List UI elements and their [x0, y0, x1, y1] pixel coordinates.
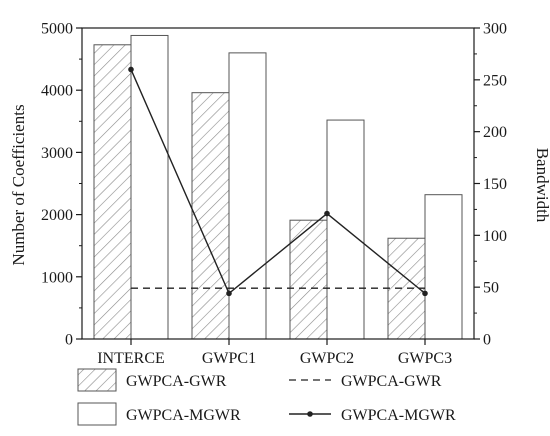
bar-gwpca-mgwr-gwpc1 [228, 52, 267, 340]
y2-tick-label-250: 250 [483, 72, 507, 89]
legend-label-gwpca-mgwr-line: GWPCA-MGWR [341, 407, 456, 424]
y-axis-title: Number of Coefficients [9, 104, 28, 265]
bar-gwpca-gwr-gwpc2 [289, 219, 328, 340]
bar-gwpca-gwr-interce [93, 44, 132, 340]
y2-tick-label-300: 300 [483, 21, 507, 38]
legend-swatch-gwpca-gwr-bar [77, 368, 117, 392]
bar-gwpca-mgwr-gwpc3 [424, 194, 463, 340]
y2-axis-title: Bandwidth [533, 148, 550, 223]
legend-marker-gwpca-mgwr [307, 411, 313, 417]
y-tick-label-0: 0 [65, 332, 73, 349]
y-tick-label-3000: 3000 [41, 145, 73, 162]
legend-label-gwpca-mgwr-bar: GWPCA-MGWR [126, 407, 241, 424]
point-gwpca-mgwr-interce [128, 66, 134, 73]
plot-area: 0 1000 2000 3000 4000 5000 0 50 100 150 200 250 300 I… [41, 21, 507, 368]
point-gwpca-mgwr-gwpc1 [226, 290, 232, 297]
point-gwpca-mgwr-gwpc2 [324, 210, 330, 217]
line-gwpca-mgwr-solid [130, 69, 426, 295]
y-tick-label-2000: 2000 [41, 207, 73, 224]
y2-tick-label-100: 100 [483, 228, 507, 245]
bar-gwpca-gwr-gwpc1 [191, 92, 230, 340]
y2-tick-label-0: 0 [483, 332, 491, 349]
y2-tick-label-50: 50 [483, 280, 499, 297]
x-tick-label-interce: INTERCE [97, 350, 165, 367]
y2-tick-label-150: 150 [483, 176, 507, 193]
y2-tick-label-200: 200 [483, 124, 507, 141]
x-tick-label-gwpc1: GWPC1 [202, 350, 256, 367]
y-tick-label-1000: 1000 [41, 269, 73, 286]
y-tick-label-5000: 5000 [41, 21, 73, 38]
x-tick-label-gwpc3: GWPC3 [398, 350, 452, 367]
x-tick-label-gwpc2: GWPC2 [300, 350, 354, 367]
legend-label-gwpca-gwr-bar: GWPCA-GWR [126, 373, 227, 390]
point-gwpca-mgwr-gwpc3 [422, 290, 428, 297]
legend: GWPCA-GWR GWPCA-MGWR GWPCA-GWR GWPCA-MGWR [77, 368, 456, 426]
legend-label-gwpca-gwr-line: GWPCA-GWR [341, 373, 442, 390]
y-tick-label-4000: 4000 [41, 83, 73, 100]
legend-swatch-gwpca-mgwr-bar [77, 402, 117, 426]
